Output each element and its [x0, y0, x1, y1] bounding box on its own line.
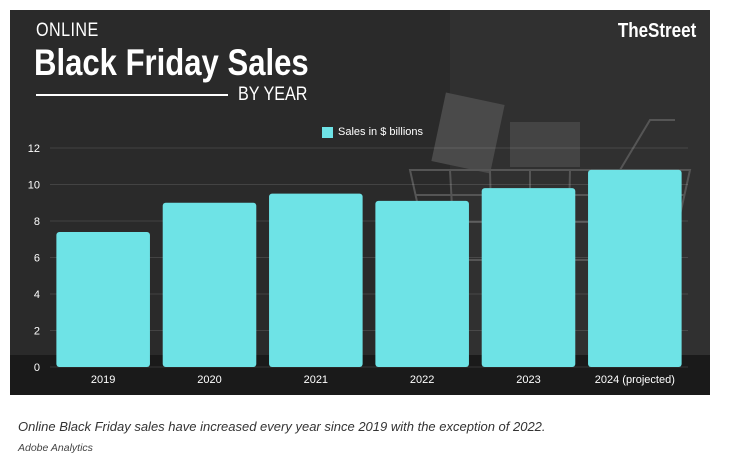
bar-2019 — [56, 231, 150, 367]
legend: Sales in $ billions — [322, 126, 423, 138]
y-tick-label: 12 — [28, 143, 40, 155]
title-rule — [36, 94, 228, 96]
y-tick-label: 6 — [34, 253, 40, 265]
y-tick-label: 8 — [34, 216, 40, 228]
legend-swatch — [322, 126, 333, 138]
bar-2023 — [481, 188, 576, 367]
y-tick-label: 4 — [34, 289, 40, 301]
x-tick-label: 2024 (projected) — [595, 374, 675, 386]
bar-2022 — [375, 200, 469, 367]
legend-label: Sales in $ billions — [338, 126, 423, 138]
chart-kicker: ONLINE — [36, 20, 99, 41]
image-caption: Online Black Friday sales have increased… — [18, 419, 546, 434]
y-tick-label: 10 — [28, 180, 40, 192]
chart-title: Black Friday Sales — [34, 42, 309, 83]
y-tick-label: 0 — [34, 362, 40, 374]
brand-logo: TheStreet — [617, 20, 696, 42]
image-source: Adobe Analytics — [18, 442, 93, 454]
bar-2024 — [588, 169, 682, 367]
chart-panel: ONLINE Black Friday Sales BY YEAR TheStr… — [10, 10, 710, 395]
x-tick-label: 2019 — [91, 374, 115, 386]
x-tick-label: 2023 — [516, 374, 540, 386]
x-tick-label: 2021 — [304, 374, 328, 386]
bar-2021 — [269, 193, 363, 367]
y-tick-label: 2 — [34, 326, 40, 338]
bar-chart: 0 2 4 6 8 10 12 2019 2020 2021 2022 2023 2024 (proje… — [28, 143, 688, 386]
x-tick-label: 2020 — [197, 374, 221, 386]
chart-subtitle: BY YEAR — [238, 84, 308, 105]
bar-2020 — [162, 202, 257, 367]
x-tick-label: 2022 — [410, 374, 434, 386]
